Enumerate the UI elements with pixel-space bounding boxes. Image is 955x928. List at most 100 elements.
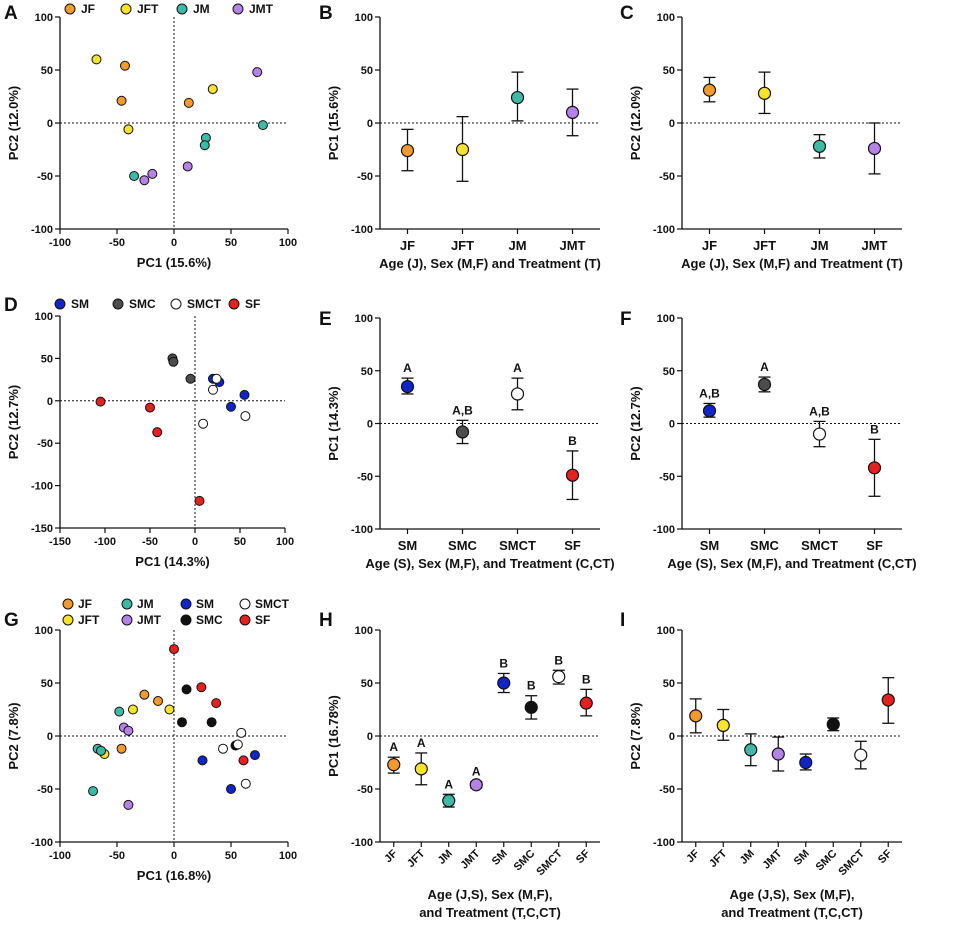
point-JM [129,171,140,181]
point-JMT [123,725,134,736]
legend-marker-JFT [62,614,74,626]
x-axis-title: Age (S), Sex (M,F), and Treatment (C,CT) [667,556,916,571]
point-SF [145,402,155,413]
point-SF [194,495,205,506]
y-axis-title: PC2 (12.0%) [628,86,643,160]
legend-marker-SM [54,298,66,310]
significance-label-SMCT: A,B [809,404,830,418]
y-tick-label: 100 [657,625,675,637]
panel-E: -100 -50 0 50 100 PC1 (14.3%) SM SMC SMCT SF Age (… [319,309,615,571]
mean-marker-SMC [826,717,840,731]
point-SM [239,389,250,400]
legend-marker-SF [239,614,251,626]
point-JM [257,120,268,131]
x-tick-label: 100 [279,850,297,862]
x-axis-title: Age (S), Sex (M,F), and Treatment (C,CT) [365,556,614,571]
point-JM [88,786,99,797]
point-JF [116,743,127,754]
x-axis-title: Age (J), Sex (M,F) and Treatment (T) [681,256,903,271]
x-axis-title: PC1 (16.8%) [137,868,211,883]
x-tick-label: -50 [142,536,158,548]
panel-F: -100 -50 0 50 100 PC2 (12.7%) SM SMC SMCT SF Age (… [620,309,917,571]
x-category-label: JMT [560,238,586,253]
y-axis-title: PC2 (12.7%) [6,385,21,459]
mean-marker-SF [881,693,895,707]
mean-marker-SMCT [812,427,827,441]
mean-marker-SMCT [854,748,868,762]
point-SF [152,427,163,438]
mean-marker-JM [812,139,827,153]
x-axis-title-line2: and Treatment (T,C,CT) [419,905,561,920]
panel-label: G [4,610,19,631]
mean-marker-JM [442,794,456,808]
legend-marker-JM [121,598,133,610]
y-axis-title: PC2 (7.8%) [6,702,21,769]
panel-A: -100 -50 0 50 100 PC2 (12.0%) -100 -50 0 50 100 PC1… [4,2,297,270]
mean-marker-JFT [757,86,772,100]
point-JMT [123,799,134,810]
x-category-label: SMCT [836,847,867,878]
mean-marker-JFT [455,142,470,157]
x-category-label: SM [398,538,418,553]
point-SMCT [208,384,218,395]
point-JM [199,140,210,151]
y-tick-label: 0 [47,731,53,743]
x-category-label: SF [866,538,883,553]
panel-label: A [4,3,18,24]
point-JFT [164,704,175,715]
mean-marker-JF [387,758,401,772]
mean-marker-SMC [757,377,772,392]
point-SMCT [240,411,251,422]
y-tick-label: -100 [653,224,675,236]
x-tick-label: 50 [234,536,246,548]
y-tick-label: 100 [355,12,373,24]
x-category-label: SM [700,538,720,553]
mean-marker-JF [400,143,415,158]
y-tick-label: 0 [669,419,675,431]
panel-label: B [319,3,333,24]
x-category-label: SF [574,847,593,866]
legend-label-JM: JM [193,2,210,16]
mean-marker-SM [702,404,717,418]
point-SMC [168,356,179,367]
point-SMC [185,373,196,384]
y-tick-label: 0 [367,118,373,130]
x-tick-label: 100 [279,237,297,249]
legend-marker-SMC [180,614,192,626]
x-category-label: SMC [448,538,478,553]
significance-label-SM: A [403,361,412,375]
y-tick-label: 0 [367,731,373,743]
point-JF [116,95,127,106]
x-axis-title-line2: and Treatment (T,C,CT) [721,905,863,920]
legend-label-SMC: SMC [129,297,156,311]
x-category-label: JM [810,238,828,253]
point-JM [96,745,107,756]
mean-marker-JFT [716,718,730,733]
x-tick-label: 0 [171,237,177,249]
point-JF [139,689,150,700]
x-category-label: JF [382,847,400,865]
x-tick-label: -50 [109,237,125,249]
x-category-label: SMCT [499,538,536,553]
legend-marker-SMCT [170,298,182,310]
legend-label-JF: JF [78,597,92,611]
panel-label: I [620,610,625,631]
y-tick-label: -100 [351,837,373,849]
y-tick-label: -100 [31,837,53,849]
significance-label-SMC: A [760,360,769,374]
x-category-label: SMC [750,538,780,553]
y-tick-label: 100 [355,313,373,325]
point-SMC [181,684,192,695]
significance-label-JFT: A [417,736,426,750]
point-JFT [123,124,134,135]
panel-label: C [620,3,634,24]
y-tick-label: -50 [357,171,373,183]
x-tick-label: 0 [192,536,198,548]
x-category-label: JF [684,847,702,865]
x-category-label: SM [490,848,510,868]
y-axis-title: PC2 (12.7%) [628,386,643,460]
significance-label-JM: A [444,777,453,791]
x-category-label: SM [792,848,812,868]
